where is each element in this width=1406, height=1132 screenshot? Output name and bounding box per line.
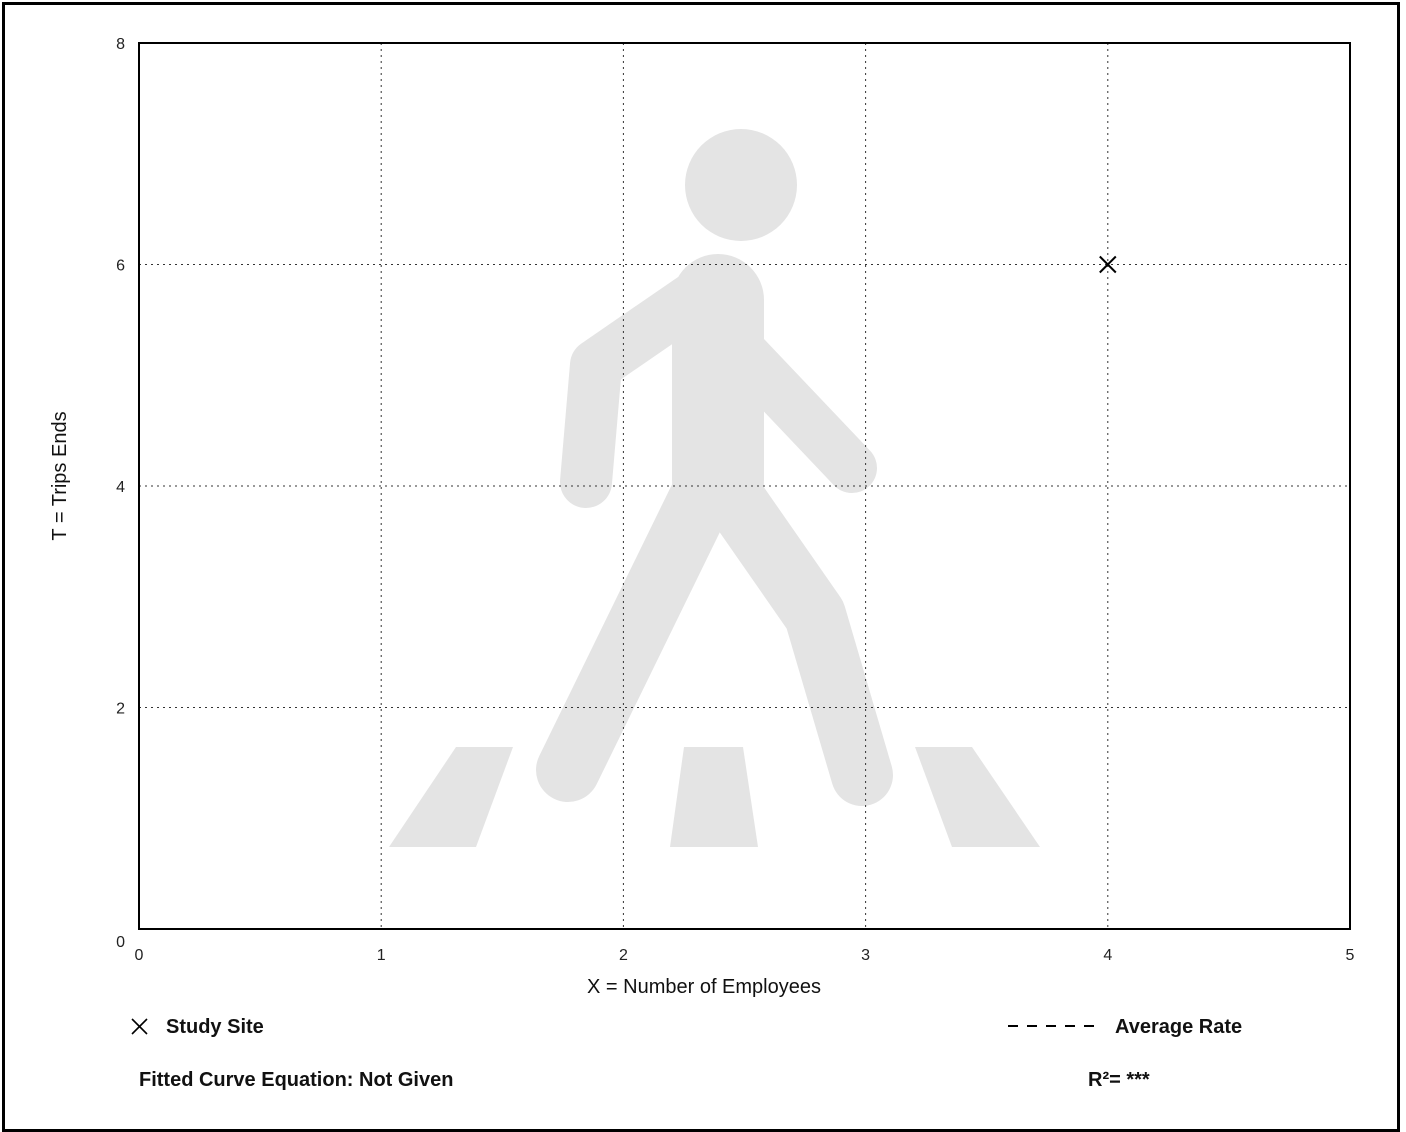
x-tick-label-0: 0 <box>135 947 144 964</box>
y-tick-label-4: 4 <box>116 479 125 496</box>
grid-lines <box>139 43 1350 929</box>
x-tick-label-3: 3 <box>861 947 870 964</box>
data-point-study-site-0 <box>1099 255 1117 274</box>
x-tick-label-2: 2 <box>619 947 628 964</box>
r-squared-value: R²= *** <box>1088 1069 1150 1091</box>
y-tick-label-8: 8 <box>116 36 125 53</box>
legend-study-site-marker <box>131 1018 148 1035</box>
plot-area-border <box>138 42 1351 930</box>
x-tick-label-1: 1 <box>377 947 386 964</box>
x-tick-label-5: 5 <box>1346 947 1355 964</box>
x-tick-label-4: 4 <box>1103 947 1112 964</box>
legend: Study Site Average Rate Fitted Curve Equ… <box>131 1016 1242 1091</box>
legend-study-site-label: Study Site <box>166 1016 264 1038</box>
y-tick-label-0: 0 <box>116 934 125 951</box>
y-axis-label: T = Trips Ends <box>49 411 71 540</box>
y-tick-label-6: 6 <box>116 258 125 275</box>
y-tick-label-2: 2 <box>116 701 125 718</box>
fitted-curve-equation: Fitted Curve Equation: Not Given <box>139 1069 453 1091</box>
pedestrian-crossing-icon <box>389 129 1040 847</box>
legend-average-rate-label: Average Rate <box>1115 1016 1242 1038</box>
x-axis-ticks: 0 1 2 3 4 5 <box>135 947 1355 964</box>
data-points <box>1099 255 1117 274</box>
x-axis-label: X = Number of Employees <box>587 976 821 998</box>
y-axis-ticks: 0 2 4 6 8 <box>116 36 125 951</box>
